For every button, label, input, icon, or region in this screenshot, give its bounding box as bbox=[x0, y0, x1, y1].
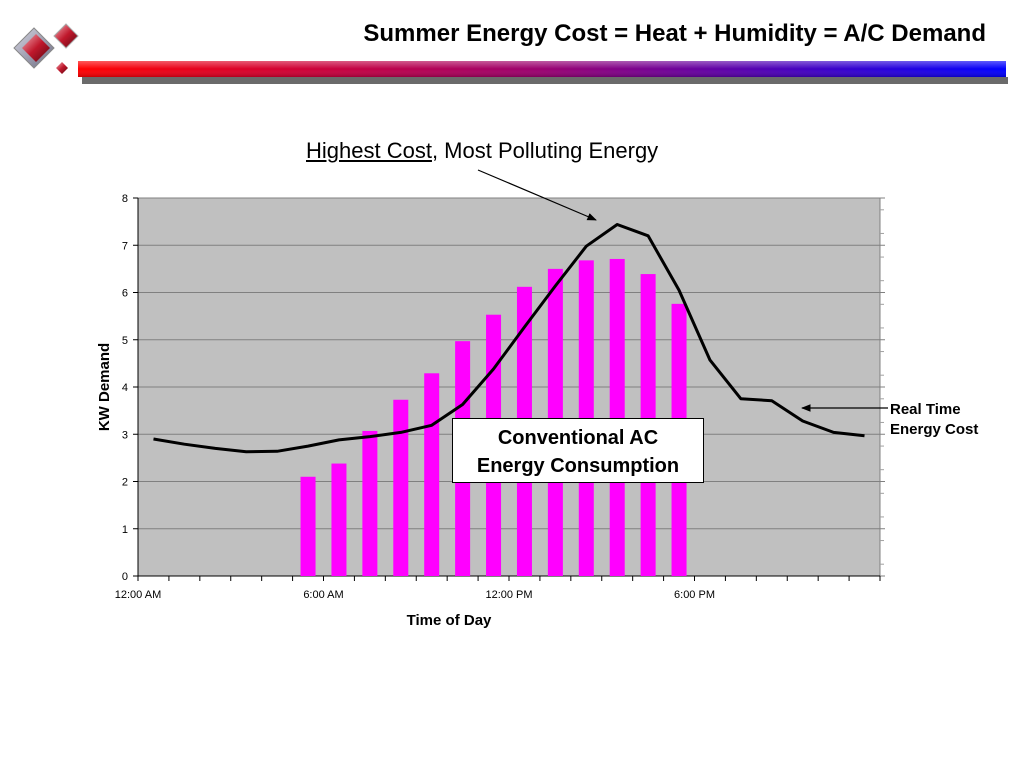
diamond-logo-icon bbox=[13, 23, 79, 74]
title-banner-bar bbox=[78, 61, 1006, 77]
conventional-ac-line2: Energy Consumption bbox=[476, 455, 680, 477]
ac-consumption-bar bbox=[362, 430, 378, 576]
conventional-ac-label-box: Conventional AC Energy Consumption bbox=[452, 418, 704, 483]
x-tick-label: 12:00 AM bbox=[115, 589, 161, 601]
cost-label-line1: Real Time bbox=[890, 401, 961, 418]
cost-label-line2: Energy Cost bbox=[890, 421, 979, 438]
most-polluting-text: , Most Polluting Energy bbox=[431, 138, 659, 163]
y-tick-label: 8 bbox=[122, 193, 128, 205]
slide-title: Summer Energy Cost = Heat + Humidity = A… bbox=[363, 20, 986, 47]
x-axis-title: Time of Day bbox=[407, 612, 492, 629]
title-banner-shadow bbox=[82, 77, 1008, 84]
real-time-cost-label: Real Time Energy Cost bbox=[890, 400, 978, 440]
x-tick-label: 6:00 PM bbox=[674, 589, 715, 601]
x-tick-label: 12:00 PM bbox=[485, 589, 532, 601]
y-tick-label: 2 bbox=[122, 477, 128, 489]
y-tick-label: 4 bbox=[122, 382, 128, 394]
y-tick-label: 1 bbox=[122, 524, 128, 536]
ac-consumption-bar bbox=[300, 476, 316, 576]
conventional-ac-line1: Conventional AC bbox=[497, 427, 659, 449]
ac-consumption-bar bbox=[424, 373, 440, 576]
y-tick-label: 0 bbox=[122, 571, 128, 583]
highest-cost-callout: Highest Cost, Most Polluting Energy bbox=[306, 138, 658, 164]
ac-consumption-bar bbox=[609, 258, 625, 576]
y-tick-label: 3 bbox=[122, 429, 128, 441]
ac-consumption-bar bbox=[393, 399, 409, 576]
highest-cost-arrow bbox=[477, 169, 597, 221]
ac-consumption-bar bbox=[331, 463, 347, 576]
x-tick-label: 6:00 AM bbox=[303, 589, 343, 601]
y-tick-label: 7 bbox=[122, 240, 128, 252]
y-axis-title: KW Demand bbox=[96, 343, 113, 431]
energy-cost-line bbox=[153, 223, 865, 454]
y-tick-label: 5 bbox=[122, 335, 128, 347]
highest-cost-text: Highest Cost bbox=[306, 138, 432, 163]
y-tick-label: 6 bbox=[122, 288, 128, 300]
